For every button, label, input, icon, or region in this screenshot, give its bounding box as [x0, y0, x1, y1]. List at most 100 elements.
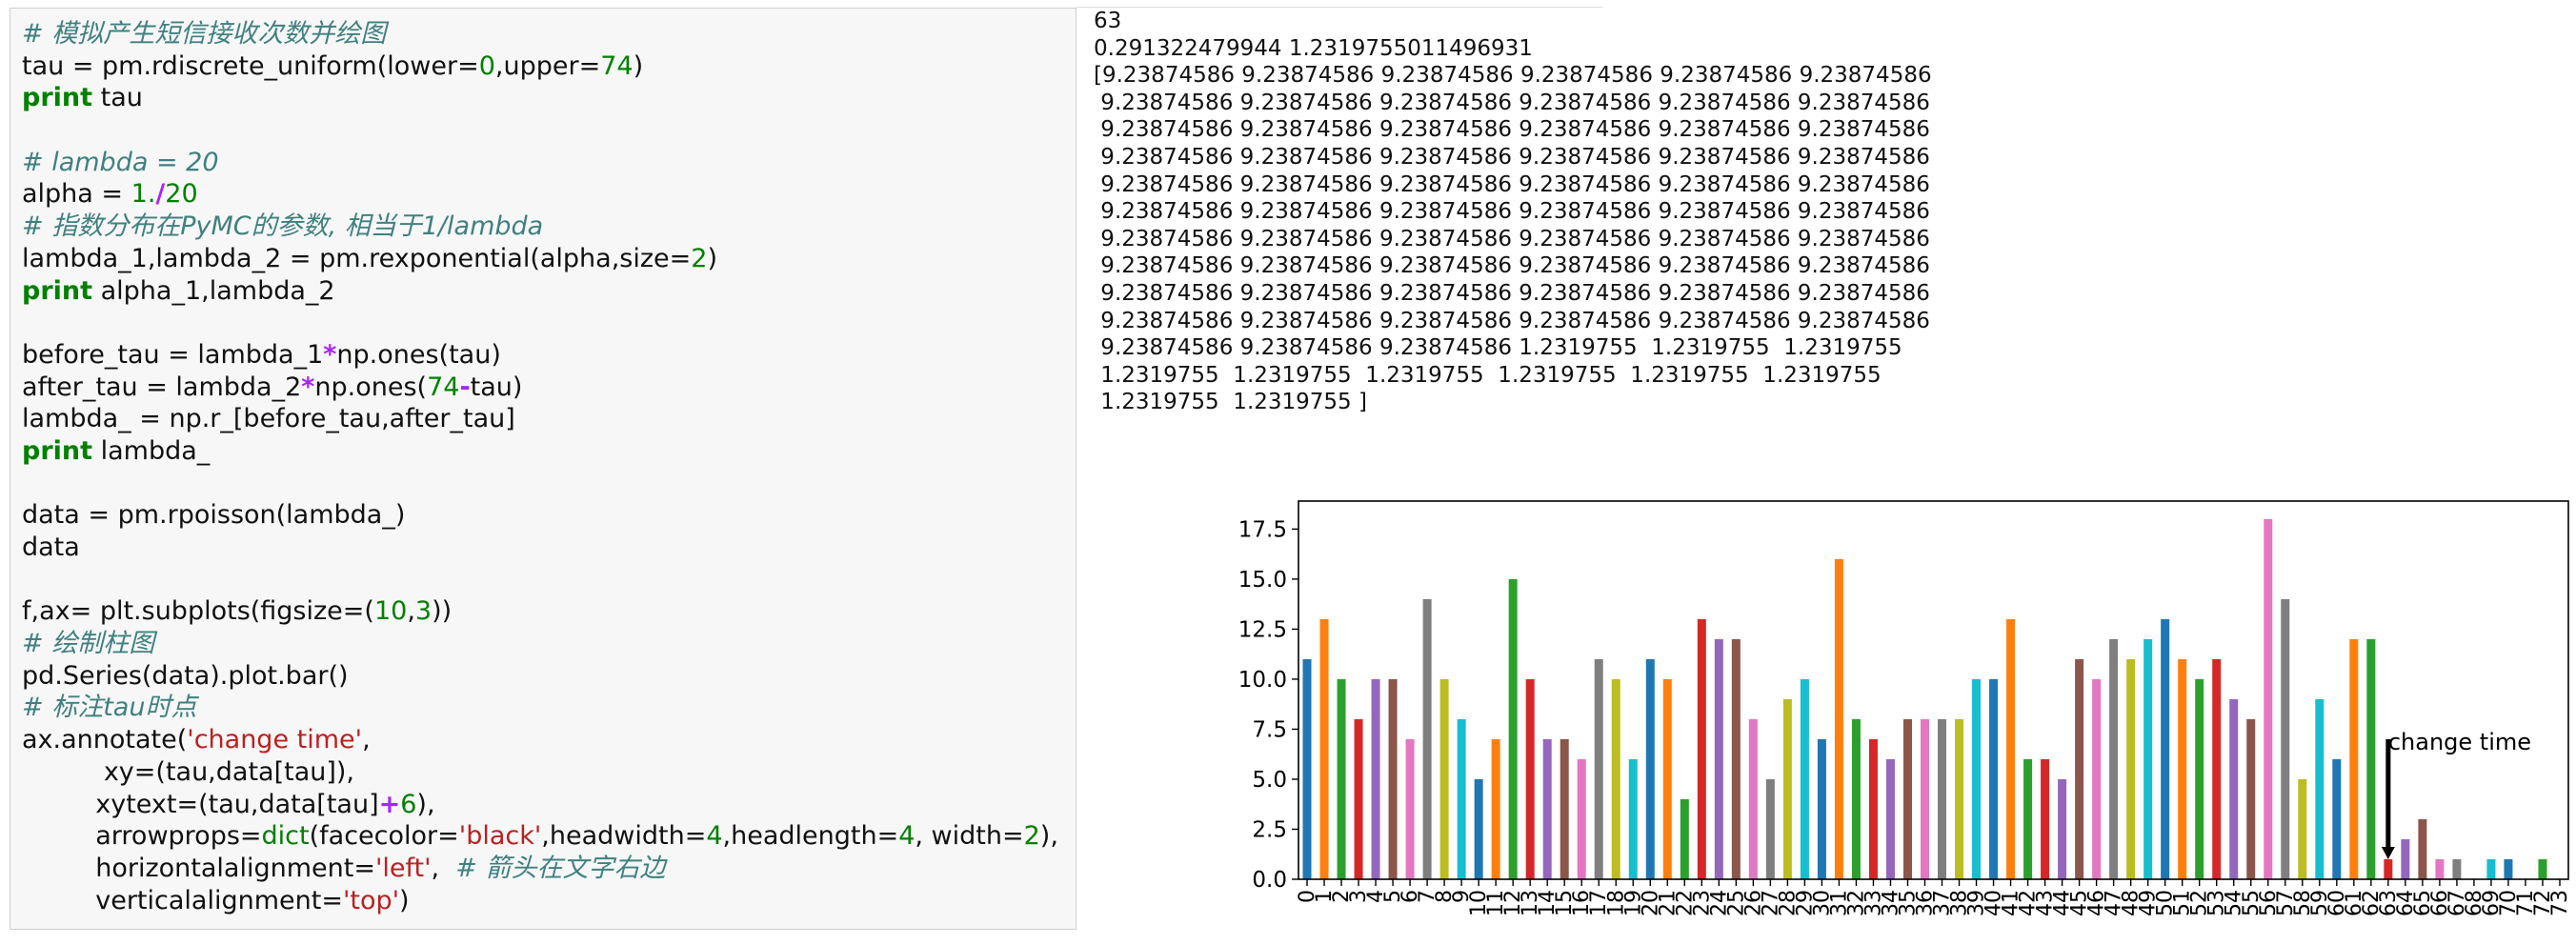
output-line: 9.23874586 9.23874586 9.23874586 9.23874… — [1094, 90, 1930, 115]
code-token: ) — [707, 243, 718, 273]
chart-bar — [1508, 578, 1518, 879]
chart-bar — [2092, 678, 2102, 879]
code-line: # 标注tau时点 — [22, 692, 1076, 724]
code-line: print tau — [22, 82, 1076, 114]
x-tick-label: 54 — [2223, 890, 2246, 916]
code-token: ), — [416, 789, 435, 819]
x-tick-label: 10 — [1467, 890, 1491, 916]
text-output: 63 0.291322479944 1.2319755011496931 [9.23… — [1094, 8, 2142, 427]
chart-bar — [1628, 758, 1638, 879]
output-line: 9.23874586 9.23874586 9.23874586 9.23874… — [1094, 253, 1930, 279]
code-token: ) — [399, 885, 410, 915]
x-tick-label: 18 — [1604, 890, 1628, 916]
chart-bar — [2229, 698, 2239, 879]
code-line: arrowprops=dict(facecolor='black',headwi… — [22, 820, 1076, 853]
chart-bar — [1439, 678, 1449, 879]
code-token: # lambda = 20 — [22, 147, 219, 177]
chart-bar — [1955, 718, 1964, 879]
x-tick-label: 28 — [1776, 890, 1800, 916]
code-line: verticalalignment='top') — [22, 885, 1076, 917]
x-tick-label: 9 — [1450, 890, 1474, 903]
code-token: 'left' — [374, 853, 432, 883]
code-token: 'top' — [342, 885, 400, 915]
x-tick-label: 40 — [1982, 890, 2006, 916]
code-token: , width= — [915, 821, 1024, 852]
y-tick-label: 0.0 — [1252, 868, 1287, 893]
x-tick-label: 39 — [1965, 890, 1989, 916]
chart-bar — [1474, 778, 1483, 879]
x-tick-label: 32 — [1844, 890, 1868, 916]
code-token: after_tau = lambda_2 — [22, 372, 302, 402]
chart-bar — [2504, 858, 2513, 879]
code-token: )) — [432, 596, 453, 627]
code-line: data — [22, 532, 1076, 564]
chart-bar — [2349, 638, 2359, 879]
code-line: # lambda = 20 — [22, 147, 1076, 179]
code-token: 74 — [600, 50, 634, 81]
code-token: 2 — [1023, 821, 1040, 852]
y-tick-label: 12.5 — [1238, 617, 1287, 642]
x-tick-label: 6 — [1399, 890, 1422, 903]
code-line: tau = pm.rdiscrete_uniform(lower=0,upper… — [22, 50, 1076, 83]
code-token: 0 — [478, 50, 495, 81]
code-token: + — [378, 789, 401, 819]
x-tick-label: 51 — [2171, 890, 2195, 916]
x-tick-label: 45 — [2068, 890, 2092, 916]
chart-bar — [1542, 738, 1552, 879]
code-line: xytext=(tau,data[tau]+6), — [22, 789, 1076, 821]
chart-bar — [1938, 718, 1947, 879]
y-tick-label: 7.5 — [1252, 717, 1287, 742]
chart-bar — [2023, 758, 2033, 879]
y-tick-label: 2.5 — [1252, 817, 1287, 842]
chart-bar — [1680, 798, 1689, 879]
x-tick-label: 26 — [1741, 890, 1765, 916]
chart-bar — [1731, 638, 1741, 879]
code-token: tau) — [470, 372, 523, 402]
code-token: pd.Series(data).plot.bar() — [22, 660, 349, 691]
chart-bar — [2538, 858, 2547, 879]
code-token: 20 — [165, 179, 198, 210]
chart-bar — [1697, 618, 1706, 879]
code-token: / — [155, 179, 166, 210]
chart-bar — [1405, 738, 1415, 879]
code-token: 4 — [898, 821, 916, 852]
output-line: 63 — [1094, 9, 1122, 33]
chart-bar — [2041, 758, 2050, 879]
chart-bar — [2126, 658, 2136, 879]
code-input-cell[interactable]: # 模拟产生短信接收次数并绘图 tau = pm.rdiscrete_unifor… — [10, 8, 1077, 930]
code-token: 10 — [373, 596, 408, 627]
x-tick-label: 1 — [1313, 890, 1337, 903]
chart-bar — [1765, 778, 1775, 879]
x-tick-label: 11 — [1484, 890, 1508, 916]
chart-bar — [1611, 678, 1620, 879]
x-tick-label: 46 — [2085, 890, 2109, 916]
chart-bar — [2006, 618, 2016, 879]
code-editor[interactable]: # 模拟产生短信接收次数并绘图 tau = pm.rdiscrete_unifor… — [22, 18, 1076, 916]
chart-bar — [1989, 678, 1999, 879]
x-tick-label: 69 — [2480, 890, 2504, 916]
code-token: np.ones(tau) — [336, 339, 501, 370]
x-tick-label: 0 — [1296, 890, 1319, 903]
chart-bar — [1302, 658, 1312, 879]
code-token: ), — [1039, 821, 1058, 852]
x-tick-label: 24 — [1707, 890, 1731, 916]
chart-bar — [1319, 618, 1329, 879]
chart-bar — [1662, 678, 1672, 879]
x-tick-label: 30 — [1810, 890, 1834, 916]
code-token: alpha_1,lambda_2 — [92, 275, 335, 306]
x-tick-label: 50 — [2154, 890, 2178, 916]
x-tick-label: 47 — [2103, 890, 2126, 916]
chart-bar — [2332, 758, 2342, 879]
chart-bar — [1800, 678, 1809, 879]
code-token: * — [301, 372, 315, 402]
x-tick-label: 62 — [2360, 890, 2384, 916]
code-token: tau = pm.rdiscrete_uniform(lower= — [22, 50, 479, 81]
chart-bar — [1337, 678, 1346, 879]
chart-bar — [1868, 738, 1878, 879]
code-token: , — [407, 596, 415, 627]
x-tick-label: 67 — [2445, 890, 2469, 916]
chart-bar — [2058, 778, 2067, 879]
y-tick-label: 10.0 — [1238, 668, 1287, 693]
x-tick-label: 73 — [2548, 890, 2572, 916]
x-tick-label: 58 — [2291, 890, 2315, 916]
